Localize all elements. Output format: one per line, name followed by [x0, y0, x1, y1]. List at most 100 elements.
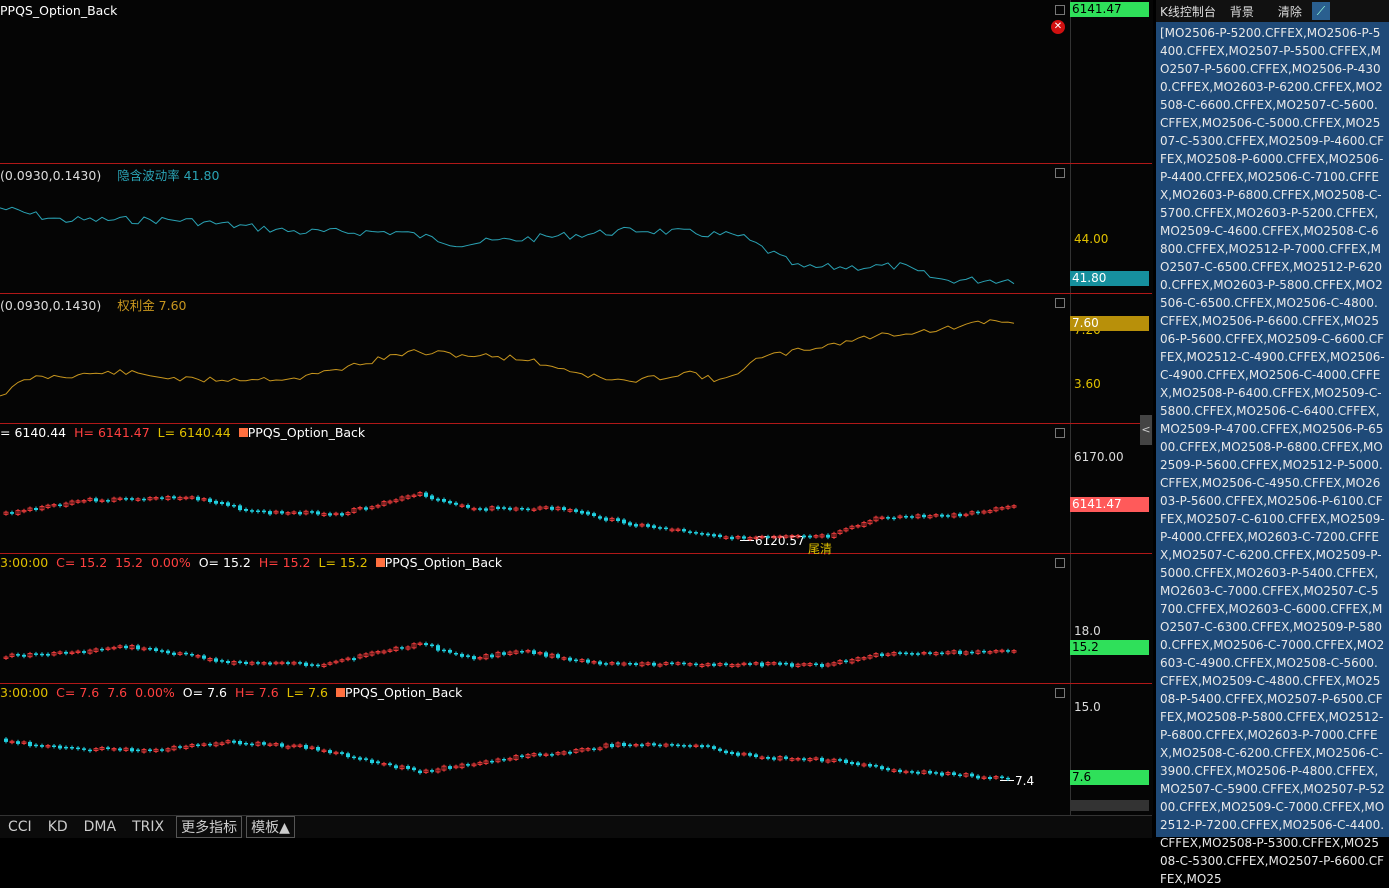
close-icon[interactable]: ✕ [1051, 20, 1065, 34]
panel4-candle [189, 496, 195, 499]
panel5-candle [820, 664, 824, 667]
panel5-candle [477, 657, 483, 660]
panel4-candle [411, 494, 417, 498]
panel4-candle [892, 517, 896, 520]
panel6-candle [573, 749, 579, 753]
panel-separator[interactable] [0, 293, 1152, 294]
panel6-candle [940, 772, 944, 776]
panel4-candle [592, 513, 596, 516]
panel4-candle [238, 505, 242, 511]
panel6-candle [255, 741, 261, 746]
panel5-candle [57, 651, 63, 654]
panel5-candle [861, 657, 867, 660]
panel4-maximize-icon[interactable] [1055, 428, 1065, 438]
panel6-candle [772, 757, 776, 760]
panel4-candle [706, 533, 710, 536]
panel-separator[interactable] [0, 553, 1152, 554]
panel5-name: PPQS_Option_Back [384, 555, 503, 570]
horizontal-scrollbar[interactable] [1070, 800, 1149, 811]
panel6-candle [886, 768, 890, 771]
panel5-candle [279, 661, 285, 665]
panel6-candle [262, 742, 266, 745]
panel6-candle [153, 748, 159, 752]
panel5-candle [190, 654, 194, 656]
clear-button[interactable]: 清除 [1277, 4, 1302, 19]
panel4-candle [987, 510, 993, 513]
tab-dma[interactable]: DMA [83, 819, 117, 835]
panel5-candle [310, 664, 314, 666]
panel5-candle [454, 653, 458, 655]
panel4-candle [622, 519, 626, 524]
panel-separator[interactable] [0, 683, 1152, 684]
panel6-candle [9, 740, 15, 744]
panel5-candle [417, 642, 423, 645]
panel4-candle [135, 498, 141, 501]
panel6-candle [291, 744, 297, 748]
template-button[interactable]: 模板▲ [246, 816, 295, 838]
panel1-maximize-icon[interactable] [1055, 5, 1065, 15]
tab-trix[interactable]: TRIX [132, 819, 165, 835]
panel5-maximize-icon[interactable] [1055, 558, 1065, 568]
panel5-candle [724, 663, 728, 666]
panel6-candle [82, 748, 86, 750]
panel4-candle [369, 506, 375, 510]
tab-cci[interactable]: CCI [8, 819, 32, 835]
panel-separator[interactable] [0, 423, 1152, 424]
panel6-candle [333, 751, 339, 755]
panel6-candle [838, 759, 842, 761]
panel6-candle [784, 756, 788, 759]
panel6-candle [640, 744, 644, 747]
panel4-candle [976, 511, 980, 514]
panel5-candle [579, 659, 585, 662]
panel4-candle [910, 516, 914, 518]
panel6-candle [988, 777, 992, 779]
panel3-maximize-icon[interactable] [1055, 298, 1065, 308]
panel3-title: (0.0930,0.1430) 权利金 7.60 [0, 295, 187, 314]
panel6-candle [435, 768, 441, 773]
panel4-candle [904, 516, 908, 518]
panel6-candle [976, 775, 980, 779]
panel4-candle [214, 500, 218, 504]
panel6-candle [471, 763, 477, 767]
background-button[interactable]: 背景 [1229, 4, 1254, 19]
panel4-candle [39, 505, 45, 511]
tab-kd[interactable]: KD [47, 819, 68, 835]
panel1-title: PPQS_Option_Back [0, 3, 118, 18]
panel4-candle [747, 537, 753, 540]
panel6-time: 3:00:00 [0, 685, 49, 700]
panel5-candle [16, 654, 20, 656]
panel6-candle [820, 757, 824, 762]
price-charts[interactable] [0, 0, 1070, 815]
panel5-candle [220, 660, 224, 662]
panel5-candle [657, 663, 663, 667]
panel5-candle [195, 655, 201, 658]
panel6-candle [238, 741, 242, 745]
panel4-candle [922, 514, 926, 518]
panel4-candle [106, 500, 110, 502]
panel4-candle [442, 499, 446, 502]
panel4-candle [795, 535, 801, 538]
panel2-maximize-icon[interactable] [1055, 168, 1065, 178]
panel5-candle [916, 653, 920, 655]
chart-area[interactable] [0, 0, 1070, 815]
pin-icon[interactable]: ⟋ [1311, 2, 1330, 20]
panel5-candle [525, 650, 531, 653]
panel5-candle [75, 650, 81, 653]
panel4-candle [220, 502, 224, 504]
collapse-panel-icon[interactable]: < [1140, 415, 1152, 445]
panel4-candle [609, 517, 615, 521]
panel4-candle [520, 508, 524, 510]
panel4-candle [183, 496, 189, 500]
panel4-candle [766, 536, 770, 538]
panel-separator[interactable] [0, 163, 1152, 164]
panel6-candle [945, 772, 951, 775]
panel6-candle [910, 771, 914, 773]
panel4-candle [777, 535, 783, 538]
panel6-title: 3:00:00 C= 7.6 7.6 0.00% O= 7.6 H= 7.6 L… [0, 685, 462, 700]
more-indicators-button[interactable]: 更多指标 [176, 816, 243, 838]
panel4-candle [783, 535, 789, 538]
panel6-candle [831, 758, 837, 763]
panel6-maximize-icon[interactable] [1055, 688, 1065, 698]
panel2-prefix: (0.0930,0.1430) [0, 168, 102, 183]
panel6-candle [706, 745, 710, 747]
